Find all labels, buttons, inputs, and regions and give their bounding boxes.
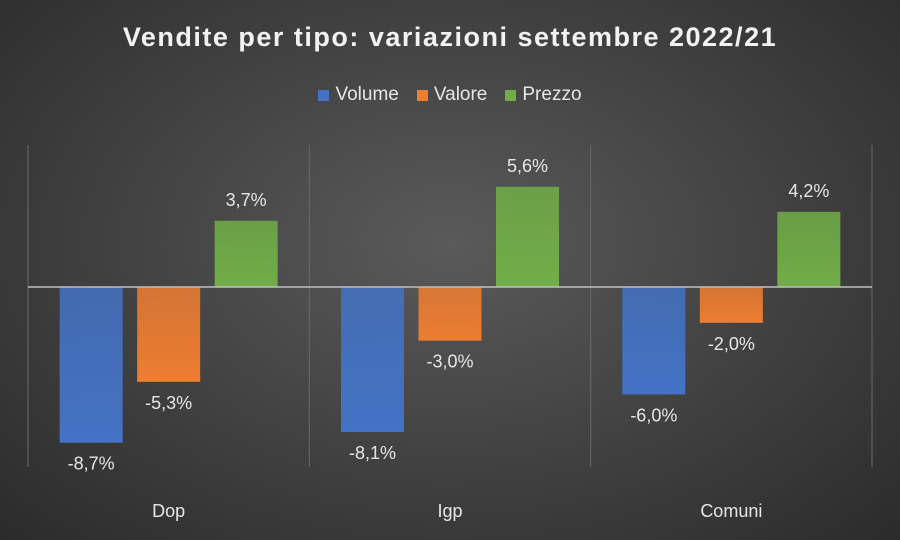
category-label-igp: Igp (437, 501, 462, 521)
legend-item-volume: Volume (318, 84, 399, 106)
data-label-prezzo-comuni: 4,2% (788, 181, 829, 201)
chart-title: Vendite per tipo: variazioni settembre 2… (122, 22, 778, 52)
bar-prezzo-comuni (777, 211, 841, 287)
bar-volume-igp (341, 287, 404, 432)
data-label-prezzo-dop: 3,7% (226, 190, 267, 210)
data-label-volume-igp: -8,1% (349, 443, 396, 463)
data-label-prezzo-igp: 5,6% (507, 156, 548, 176)
data-label-volume-dop: -8,7% (68, 454, 115, 474)
legend-swatch-volume (318, 89, 330, 101)
legend-label-prezzo: Prezzo (522, 84, 582, 105)
data-label-valore-igp: -3,0% (426, 352, 473, 372)
bar-prezzo-dop (214, 220, 278, 287)
category-label-dop: Dop (152, 501, 185, 521)
bar-volume-dop (59, 287, 123, 443)
bar-prezzo-igp (496, 186, 559, 287)
legend-item-valore: Valore (416, 84, 488, 106)
category-label-comuni: Comuni (700, 501, 762, 521)
legend-item-prezzo: Prezzo (505, 84, 582, 106)
legend-label-volume: Volume (335, 84, 399, 105)
legend-swatch-prezzo (505, 89, 517, 101)
data-label-valore-comuni: -2,0% (708, 334, 755, 354)
legend-swatch-valore (416, 89, 428, 101)
bar-valore-dop (137, 287, 201, 382)
data-label-volume-comuni: -6,0% (630, 405, 677, 425)
legend: Volume Valore Prezzo (0, 84, 900, 106)
data-label-valore-dop: -5,3% (145, 393, 192, 413)
legend-label-valore: Valore (433, 84, 488, 105)
bar-valore-igp (418, 287, 482, 341)
bar-valore-comuni (699, 287, 763, 323)
bar-volume-comuni (622, 287, 686, 395)
